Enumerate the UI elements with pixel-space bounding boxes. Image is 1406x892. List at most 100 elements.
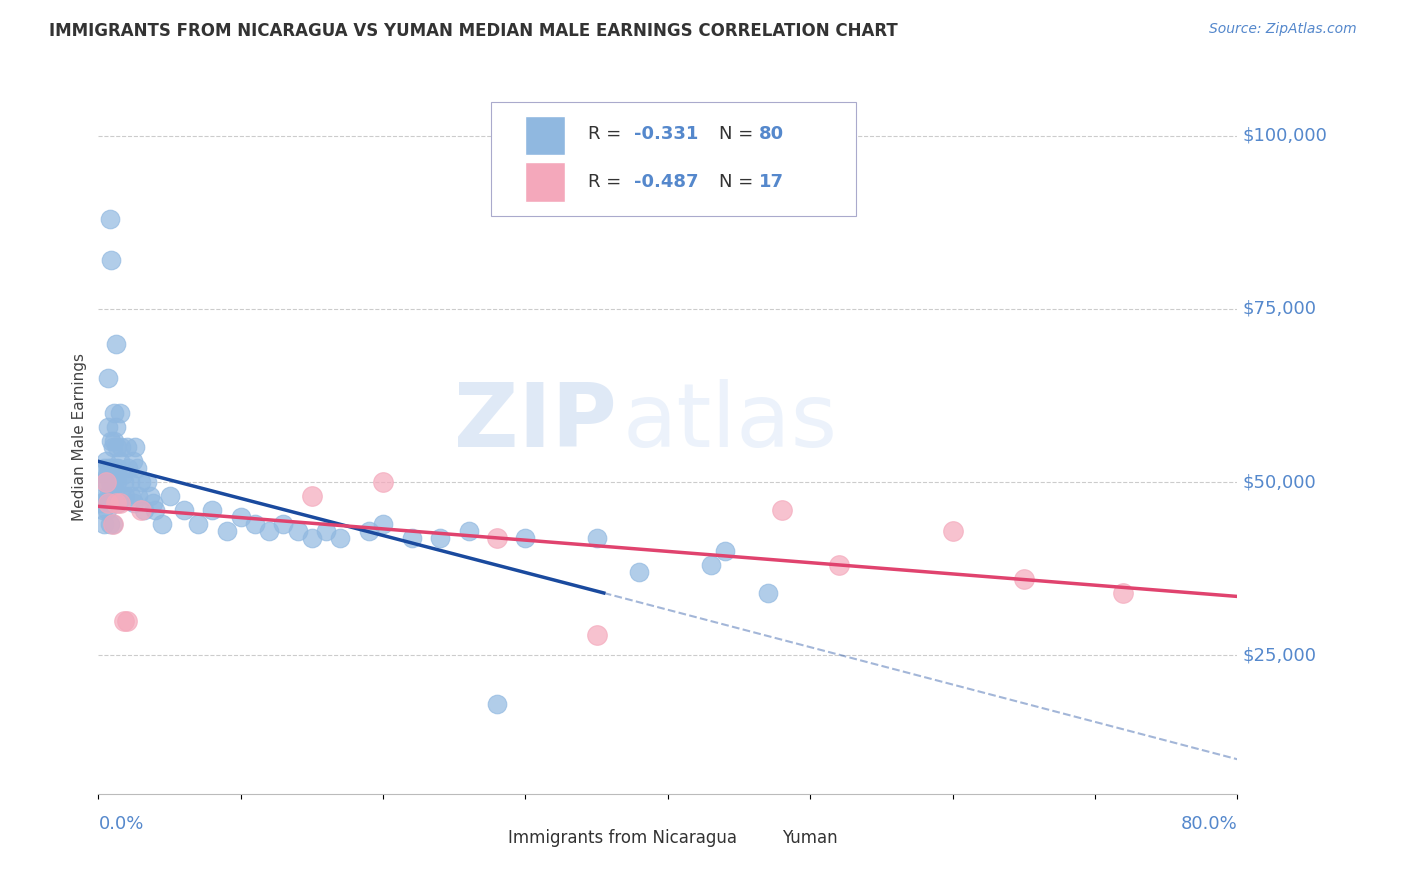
Point [101,441,124,455]
Point [115,614,138,628]
Point [373,475,395,489]
Point [229,509,252,524]
Y-axis label: Median Male Earnings: Median Male Earnings [72,353,87,521]
FancyBboxPatch shape [491,102,856,216]
Point [104,496,127,510]
Point [98,211,121,226]
Text: $25,000: $25,000 [1243,647,1317,665]
Point [714,544,737,558]
Text: 80.0%: 80.0% [1181,815,1237,833]
Point [105,441,128,455]
Point [699,558,721,573]
Point [357,524,380,538]
Point [127,489,149,503]
Point [94,475,117,489]
Point [129,475,152,489]
Text: atlas: atlas [623,379,838,467]
Point [107,461,129,475]
Point [756,586,779,600]
Text: -0.487: -0.487 [634,173,699,191]
Point [103,475,125,489]
Point [401,531,423,545]
Point [104,336,127,351]
Point [457,524,479,538]
Point [100,496,122,510]
Point [97,371,120,385]
Point [138,489,160,503]
Point [1112,586,1135,600]
Point [104,419,127,434]
Point [118,475,141,489]
Point [486,697,509,711]
Point [273,516,295,531]
Point [112,614,135,628]
Point [93,461,115,475]
Point [115,441,138,455]
Point [329,531,352,545]
Point [103,434,125,448]
Point [107,496,129,510]
Point [97,489,120,503]
Point [97,496,120,510]
Point [129,503,152,517]
Point [97,461,120,475]
Point [122,496,145,510]
Point [1012,572,1035,586]
Point [152,516,174,531]
Point [145,503,167,517]
Point [101,516,124,531]
Point [159,489,181,503]
Point [108,496,131,510]
Point [114,489,136,503]
Point [110,441,132,455]
Text: 17: 17 [759,173,785,191]
Point [97,419,120,434]
Text: R =: R = [588,125,627,143]
Point [287,524,309,538]
Point [101,489,124,503]
Point [121,454,143,468]
Text: $75,000: $75,000 [1243,300,1317,318]
Point [628,565,651,579]
Point [110,489,132,503]
Bar [526,116,565,155]
Text: 80: 80 [759,125,785,143]
Point [117,461,139,475]
Point [108,454,131,468]
Point [111,468,134,483]
Point [94,489,117,503]
Point [173,503,195,517]
Point [585,627,607,641]
Point [98,489,121,503]
Text: Yuman: Yuman [782,830,838,847]
Text: R =: R = [588,173,627,191]
Point [373,516,395,531]
Point [187,516,209,531]
Text: N =: N = [718,125,759,143]
Point [201,503,224,517]
Point [135,475,157,489]
Point [141,496,163,510]
Text: Immigrants from Nicaragua: Immigrants from Nicaragua [509,830,737,847]
Point [486,531,509,545]
Point [301,489,323,503]
Text: N =: N = [718,173,759,191]
Point [90,496,112,510]
Point [105,475,128,489]
Point [942,524,965,538]
Point [91,475,114,489]
Point [315,524,337,538]
Point [125,461,148,475]
Point [94,475,117,489]
Point [585,531,607,545]
Point [429,531,451,545]
Point [98,516,121,531]
Point [94,454,117,468]
Point [259,524,281,538]
Point [93,516,115,531]
Point [96,503,118,517]
Text: Source: ZipAtlas.com: Source: ZipAtlas.com [1209,22,1357,37]
Point [98,475,121,489]
Point [124,441,146,455]
Point [132,503,155,517]
